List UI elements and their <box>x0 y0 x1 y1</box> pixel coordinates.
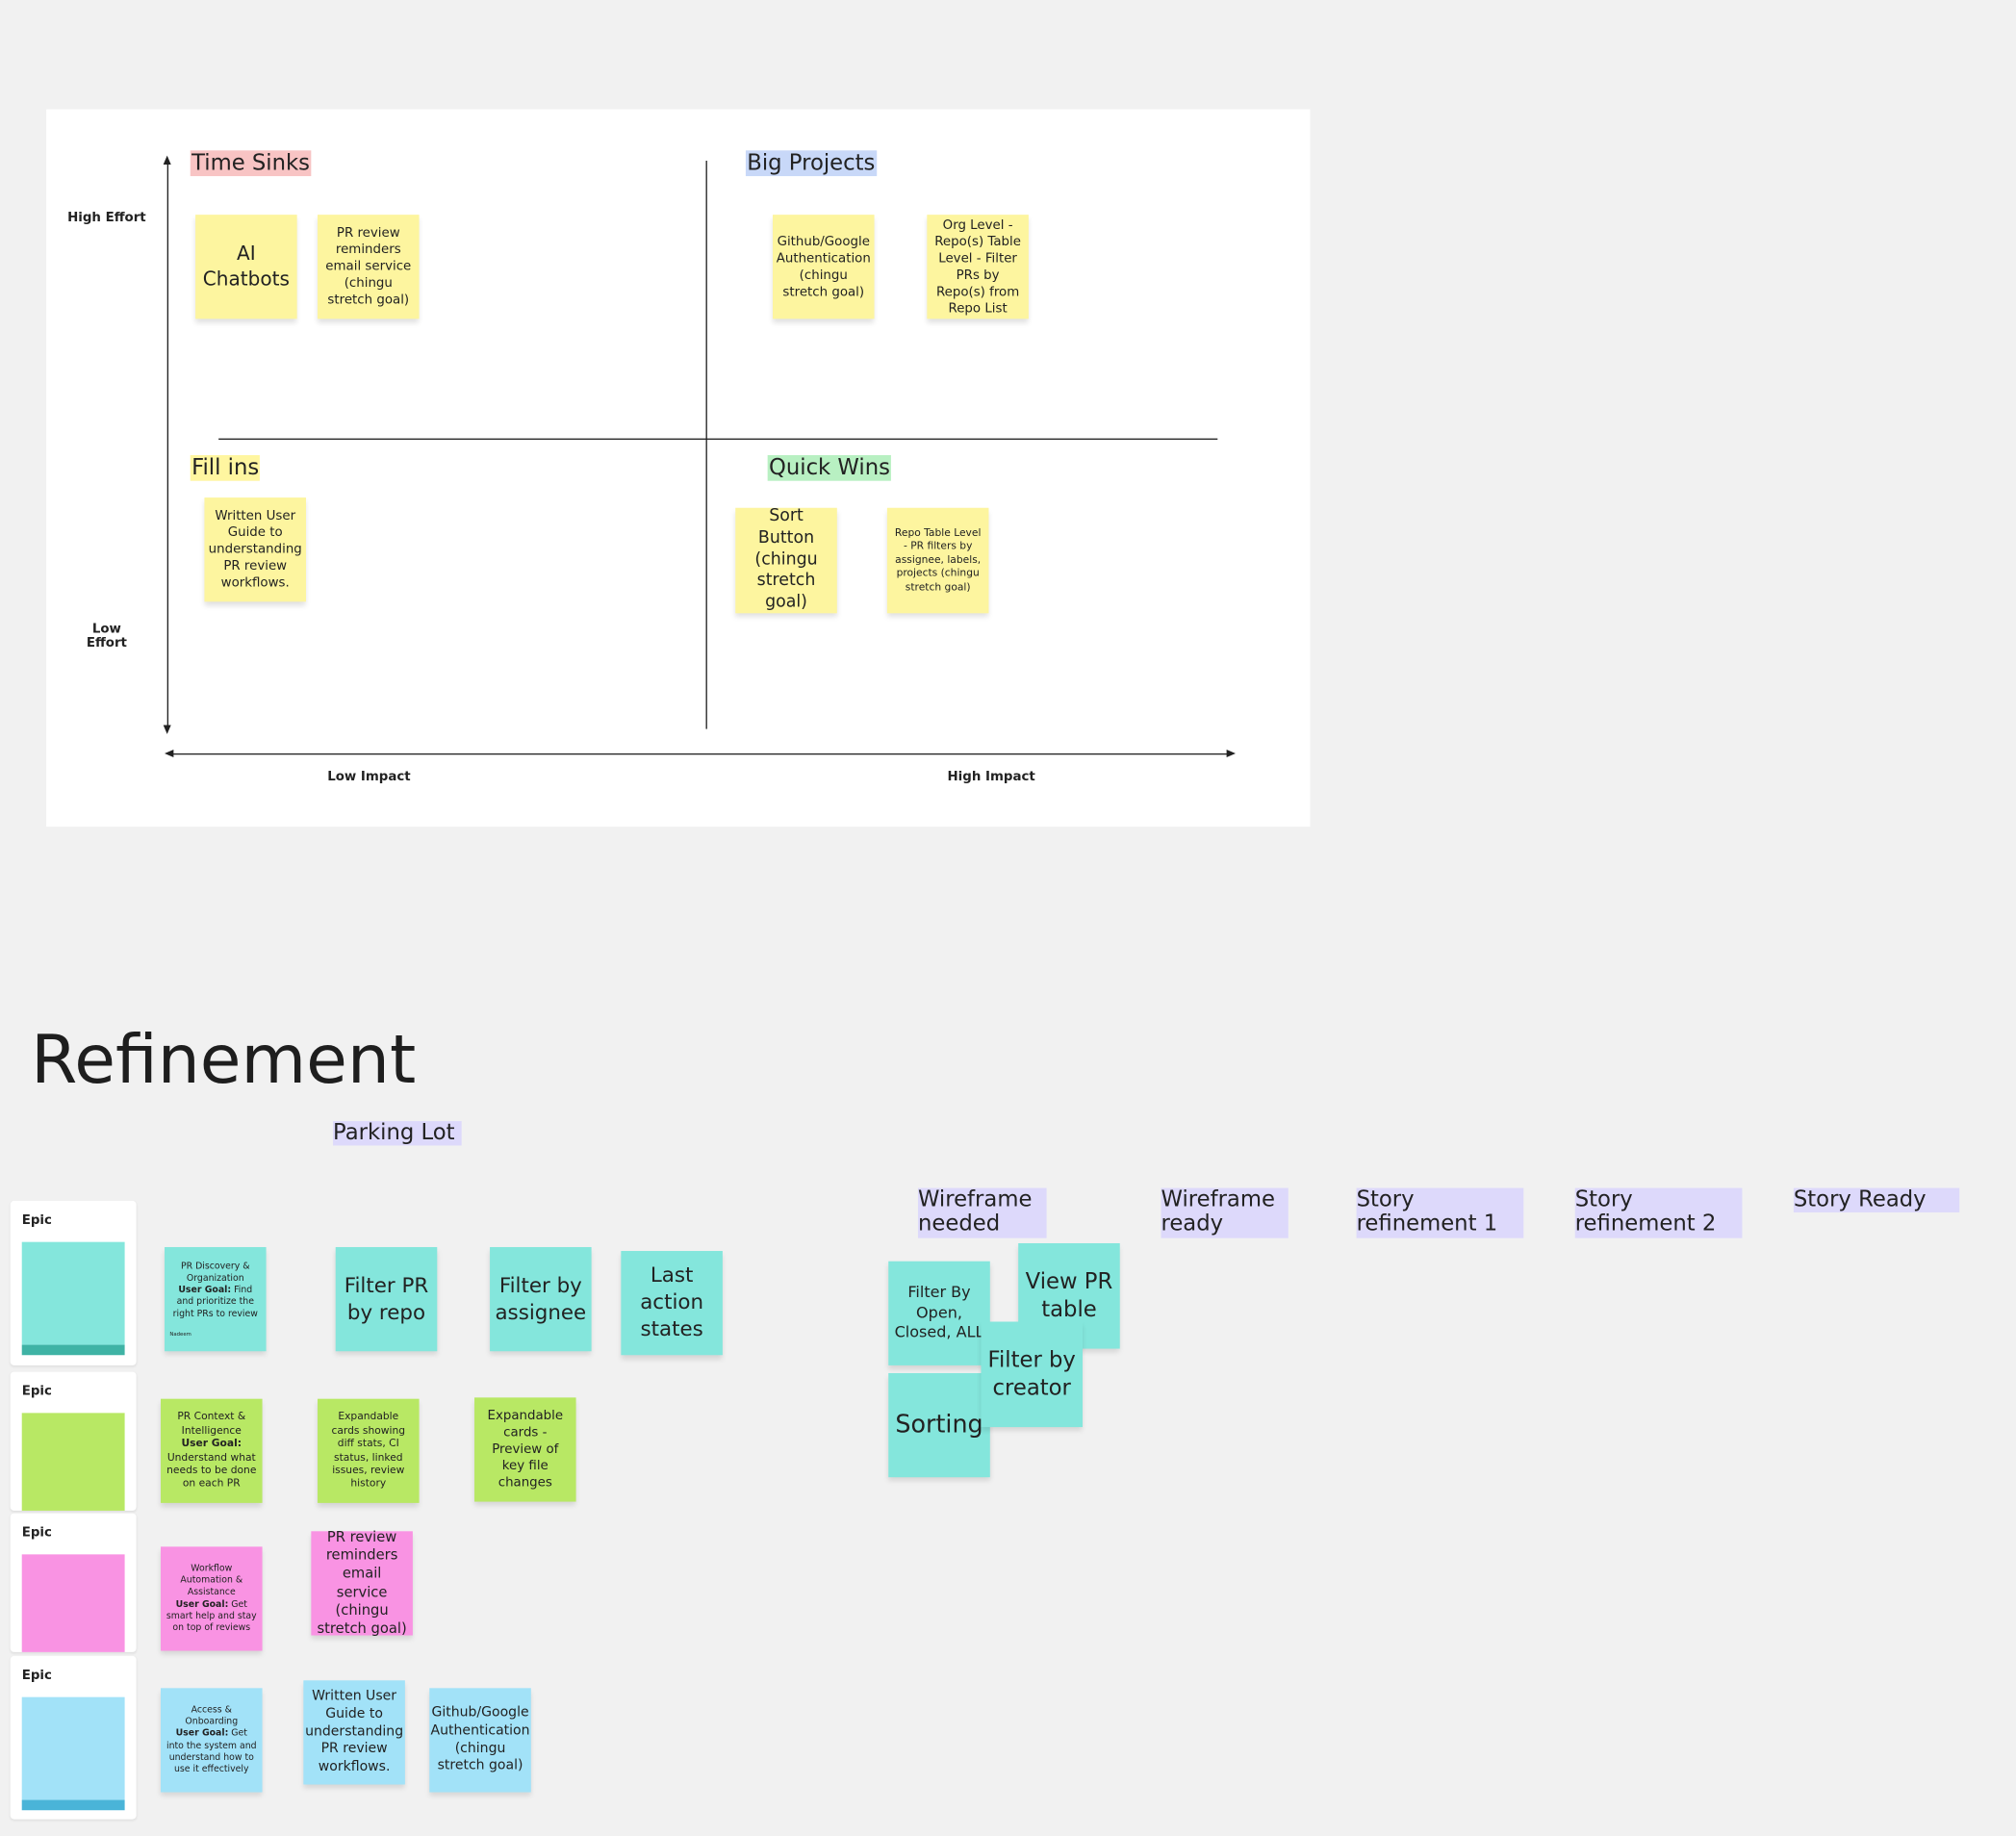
sticky-note[interactable]: Last action states <box>621 1251 723 1356</box>
sticky-note[interactable]: View PR table <box>1018 1243 1120 1349</box>
goal-title: PR Context & Intelligence <box>177 1411 246 1437</box>
epic-color-swatch <box>21 1413 125 1511</box>
quadrant-divider-vertical <box>705 161 707 729</box>
sticky-note[interactable]: Filter By Open, Closed, ALL <box>888 1261 990 1365</box>
epic-footer <box>21 1344 125 1356</box>
sticky-note[interactable]: PR review reminders email service (ching… <box>318 215 420 319</box>
goal-text: Get smart help and stay on top of review… <box>166 1598 257 1633</box>
quadrant-title-fill-ins: Fill ins <box>190 454 261 481</box>
column-header: Story Ready <box>1793 1187 1960 1212</box>
epic-color-swatch <box>21 1696 125 1800</box>
sticky-note[interactable]: Org Level - Repo(s) Table Level - Filter… <box>927 215 1029 319</box>
goal-label: User Goal: <box>178 1285 232 1295</box>
epic-goal-note[interactable]: Access & Onboarding User Goal: Get into … <box>161 1688 263 1793</box>
sticky-note[interactable]: Sort Button (chingu stretch goal) <box>735 506 837 614</box>
sticky-note[interactable]: Repo Table Level - PR filters by assigne… <box>886 507 989 614</box>
sticky-note[interactable]: Sorting <box>888 1372 990 1478</box>
epic-card[interactable]: Epic <box>10 1371 137 1511</box>
arrow-down-icon <box>163 725 171 734</box>
x-axis-low-label: Low Impact <box>327 770 411 785</box>
sticky-note[interactable]: Filter PR by repo <box>335 1247 438 1352</box>
quadrant-title-big-projects: Big Projects <box>745 150 877 177</box>
epic-label: Epic <box>21 1525 52 1541</box>
goal-text: Get into the system and understand how t… <box>166 1728 257 1774</box>
goal-label: User Goal: <box>175 1598 229 1610</box>
section-title: Refinement <box>31 1022 417 1100</box>
sticky-note[interactable]: Written User Guide to understanding PR r… <box>303 1680 405 1785</box>
sticky-note[interactable]: Github/Google Authentication (chingu str… <box>772 215 875 319</box>
epic-color-swatch <box>21 1554 125 1652</box>
quadrant-title-time-sinks: Time Sinks <box>190 150 312 177</box>
epic-card[interactable]: Epic <box>10 1513 137 1652</box>
goal-text: Understand what needs to be done on each… <box>166 1450 257 1490</box>
arrow-right-icon <box>1226 749 1236 757</box>
epic-card[interactable]: Epic <box>10 1655 137 1820</box>
quadrant-title-quick-wins: Quick Wins <box>767 454 892 481</box>
goal-text: Find and prioritize the right PRs to rev… <box>172 1285 258 1319</box>
sticky-note[interactable]: Filter by assignee <box>490 1247 592 1352</box>
epic-goal-note[interactable]: Workflow Automation & Assistance User Go… <box>161 1546 263 1651</box>
goal-title: Workflow Automation & Assistance <box>180 1563 243 1597</box>
goal-title: PR Discovery & Organization <box>180 1261 250 1284</box>
quadrant-divider-horizontal <box>218 438 1218 440</box>
arrow-up-icon <box>163 155 171 166</box>
sticky-note[interactable]: AI Chatbots <box>195 215 297 319</box>
goal-label: User Goal: <box>175 1728 229 1739</box>
sticky-note[interactable]: Written User Guide to understanding PR r… <box>204 497 306 602</box>
author: Nadeem <box>169 1330 191 1338</box>
column-header: Wireframe ready <box>1161 1187 1289 1238</box>
epic-card[interactable]: Epic <box>10 1200 137 1365</box>
arrow-left-icon <box>165 749 174 757</box>
column-header: Story refinement 1 <box>1356 1187 1524 1238</box>
sticky-note[interactable]: Expandable cards - Preview of key file c… <box>474 1397 576 1502</box>
epic-goal-note[interactable]: PR Context & Intelligence User Goal: Unde… <box>161 1398 263 1503</box>
y-axis <box>166 159 169 730</box>
y-axis-high-label: High Effort <box>67 211 146 225</box>
column-header: Story refinement 2 <box>1574 1187 1743 1238</box>
sticky-note[interactable]: Filter by creator <box>981 1321 1083 1428</box>
sticky-note[interactable]: Expandable cards showing diff stats, CI … <box>318 1398 420 1503</box>
epic-goal-note[interactable]: PR Discovery & Organization User Goal: F… <box>165 1247 267 1352</box>
epic-label: Epic <box>21 1669 52 1683</box>
epic-label: Epic <box>21 1384 52 1399</box>
x-axis <box>168 752 1231 755</box>
sticky-note[interactable]: PR review reminders email service (ching… <box>311 1528 413 1637</box>
parking-lot-label: Parking Lot <box>333 1120 462 1146</box>
epic-label: Epic <box>21 1213 52 1228</box>
epic-footer <box>21 1799 125 1811</box>
goal-title: Access & Onboarding <box>185 1704 239 1727</box>
epic-color-swatch <box>21 1241 125 1345</box>
y-axis-low-label: Low Effort <box>86 622 127 651</box>
column-header: Wireframe needed <box>917 1187 1047 1238</box>
x-axis-high-label: High Impact <box>947 770 1035 785</box>
sticky-note[interactable]: Github/Google Authentication (chingu str… <box>429 1688 531 1793</box>
goal-label: User Goal: <box>181 1437 242 1449</box>
